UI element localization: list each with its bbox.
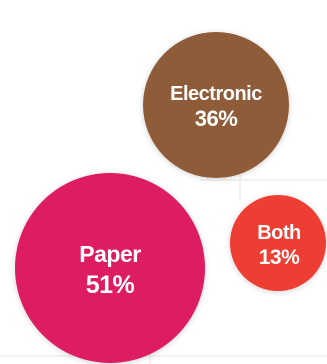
bubble-both: Both 13% xyxy=(230,195,326,291)
bubble-value-both: 13% xyxy=(259,246,300,269)
bubble-circle-paper xyxy=(15,173,205,363)
bubble-paper: Paper 51% xyxy=(15,173,205,363)
bubble-label-paper: Paper xyxy=(79,241,141,267)
bubble-electronic: Electronic 36% xyxy=(143,32,289,178)
bubble-label-both: Both xyxy=(257,222,301,244)
bubble-value-electronic: 36% xyxy=(195,106,238,131)
bubble-value-paper: 51% xyxy=(86,271,135,299)
bubble-circle-both xyxy=(230,195,326,291)
bubble-label-electronic: Electronic xyxy=(170,83,262,105)
bubble-circle-electronic xyxy=(143,32,289,178)
